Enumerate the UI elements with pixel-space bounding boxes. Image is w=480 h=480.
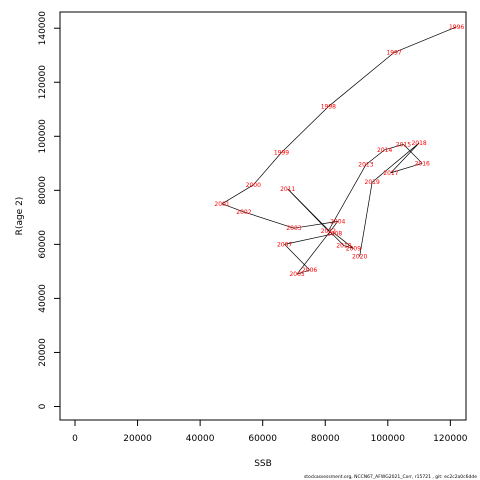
point-label-1997: 1997 xyxy=(386,50,401,57)
y-tick-label: 20000 xyxy=(38,338,48,367)
y-tick-label: 40000 xyxy=(38,284,48,313)
point-label-2011: 2011 xyxy=(280,186,295,193)
x-tick-label: 120000 xyxy=(433,434,468,444)
y-axis: 0 20000 40000 60000 80000 100000 120000 140000 xyxy=(38,11,61,409)
point-label-1998: 1998 xyxy=(321,104,336,111)
point-label-2012: 2012 xyxy=(321,228,336,235)
point-label-2014: 2014 xyxy=(377,147,392,154)
segment-1997-1998 xyxy=(328,52,395,107)
point-label-2004: 2004 xyxy=(330,218,345,225)
segment-2019-2020 xyxy=(359,182,373,257)
x-tick-label: 100000 xyxy=(371,434,406,444)
x-tick-label: 40000 xyxy=(186,434,215,444)
point-label-2009: 2009 xyxy=(346,245,361,252)
segment-2003-2004 xyxy=(293,221,338,229)
x-axis: 0 20000 40000 60000 80000 100000 120000 xyxy=(72,419,468,444)
point-label-2005: 2005 xyxy=(289,271,304,278)
y-tick-label: 100000 xyxy=(38,119,48,154)
point-label-2006: 2006 xyxy=(302,267,317,274)
segment-2011-2012 xyxy=(287,188,329,232)
segment-1999-2000 xyxy=(253,152,282,186)
segment-2018-2019 xyxy=(371,142,420,183)
x-axis-title: SSB xyxy=(254,459,272,469)
segment-2006-2007 xyxy=(284,244,310,271)
point-label-2018: 2018 xyxy=(411,140,426,147)
y-tick-label: 140000 xyxy=(38,11,48,46)
y-tick-label: 80000 xyxy=(38,176,48,205)
x-tick-label: 20000 xyxy=(123,434,152,444)
segment-1998-1999 xyxy=(281,106,329,153)
segment-2005-2006 xyxy=(296,269,310,275)
y-axis-title: R(age 2) xyxy=(15,197,25,236)
segment-2014-2015 xyxy=(384,144,404,151)
segment-2012-2013 xyxy=(328,164,367,232)
segment-2008-2009 xyxy=(334,233,354,249)
y-tick-label: 120000 xyxy=(38,65,48,100)
x-tick-label: 60000 xyxy=(248,434,277,444)
y-tick-label: 60000 xyxy=(38,230,48,259)
segment-2015-2016 xyxy=(403,144,423,164)
segment-2009-2010 xyxy=(343,245,354,249)
segment-2007-2008 xyxy=(284,233,335,245)
x-tick-label: 80000 xyxy=(311,434,340,444)
trajectory-lines xyxy=(221,26,457,275)
segment-2017-2018 xyxy=(390,142,420,174)
point-label-1996: 1996 xyxy=(449,24,464,31)
point-label-2002: 2002 xyxy=(236,209,251,216)
point-label-2008: 2008 xyxy=(327,231,342,238)
point-label-2020: 2020 xyxy=(352,254,367,261)
segment-2004-2005 xyxy=(296,221,339,275)
footer-note: stockassessment.org, NCCN67_AFWG2021_Cor… xyxy=(304,474,477,480)
point-label-2019: 2019 xyxy=(365,179,380,186)
segment-2013-2014 xyxy=(365,149,385,165)
point-label-2017: 2017 xyxy=(383,170,398,177)
segment-2016-2017 xyxy=(390,162,423,174)
segment-1996-1997 xyxy=(393,26,457,53)
point-label-2013: 2013 xyxy=(358,162,373,169)
point-label-2007: 2007 xyxy=(277,241,292,248)
point-label-2016: 2016 xyxy=(415,160,430,167)
point-label-2001: 2001 xyxy=(214,201,229,208)
segment-2002-2003 xyxy=(243,211,295,229)
y-tick-label: 0 xyxy=(38,403,48,409)
segment-2000-2001 xyxy=(221,184,254,205)
point-label-2015: 2015 xyxy=(396,141,411,148)
segment-2001-2002 xyxy=(221,203,245,213)
year-labels: 1996 1997 1998 1999 2000 2001 2002 2003 2004 2005… xyxy=(214,24,464,278)
point-label-2003: 2003 xyxy=(286,225,301,232)
point-label-2000: 2000 xyxy=(246,182,261,189)
plot-frame xyxy=(59,11,467,421)
point-label-2010: 2010 xyxy=(336,243,351,250)
x-tick-label: 0 xyxy=(72,434,78,444)
point-label-1999: 1999 xyxy=(274,150,289,157)
